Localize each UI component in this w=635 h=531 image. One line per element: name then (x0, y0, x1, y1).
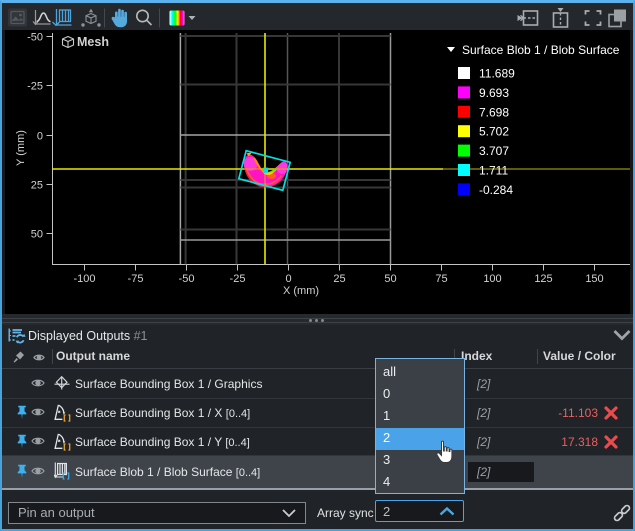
svg-text:-50: -50 (179, 273, 195, 285)
svg-text:3.707: 3.707 (479, 144, 509, 158)
svg-text:-25: -25 (27, 81, 43, 93)
svg-text:125: 125 (534, 273, 552, 285)
svg-text:Y (mm): Y (mm) (15, 130, 27, 166)
svg-text:7.698: 7.698 (479, 105, 509, 119)
svg-text:150: 150 (585, 273, 603, 285)
svg-text:50: 50 (384, 273, 396, 285)
svg-text:0: 0 (37, 131, 43, 143)
svg-text:-0.284: -0.284 (479, 183, 513, 197)
svg-text:75: 75 (435, 273, 447, 285)
svg-text:11.689: 11.689 (479, 67, 515, 81)
svg-text:-25: -25 (230, 273, 246, 285)
svg-text:1.711: 1.711 (479, 164, 508, 178)
svg-text:X (mm): X (mm) (283, 285, 319, 297)
svg-text:100: 100 (483, 273, 501, 285)
svg-text:Mesh: Mesh (77, 35, 109, 49)
svg-text:-50: -50 (27, 32, 43, 44)
svg-text:-75: -75 (128, 273, 144, 285)
svg-text:50: 50 (31, 229, 43, 241)
svg-text:25: 25 (333, 273, 345, 285)
svg-text:25: 25 (31, 180, 43, 192)
svg-text:5.702: 5.702 (479, 125, 509, 139)
svg-text:0: 0 (285, 273, 291, 285)
svg-text:Surface Blob 1 / Blob Surface: Surface Blob 1 / Blob Surface (462, 43, 620, 57)
svg-text:9.693: 9.693 (479, 86, 509, 100)
svg-text:-100: -100 (73, 273, 95, 285)
